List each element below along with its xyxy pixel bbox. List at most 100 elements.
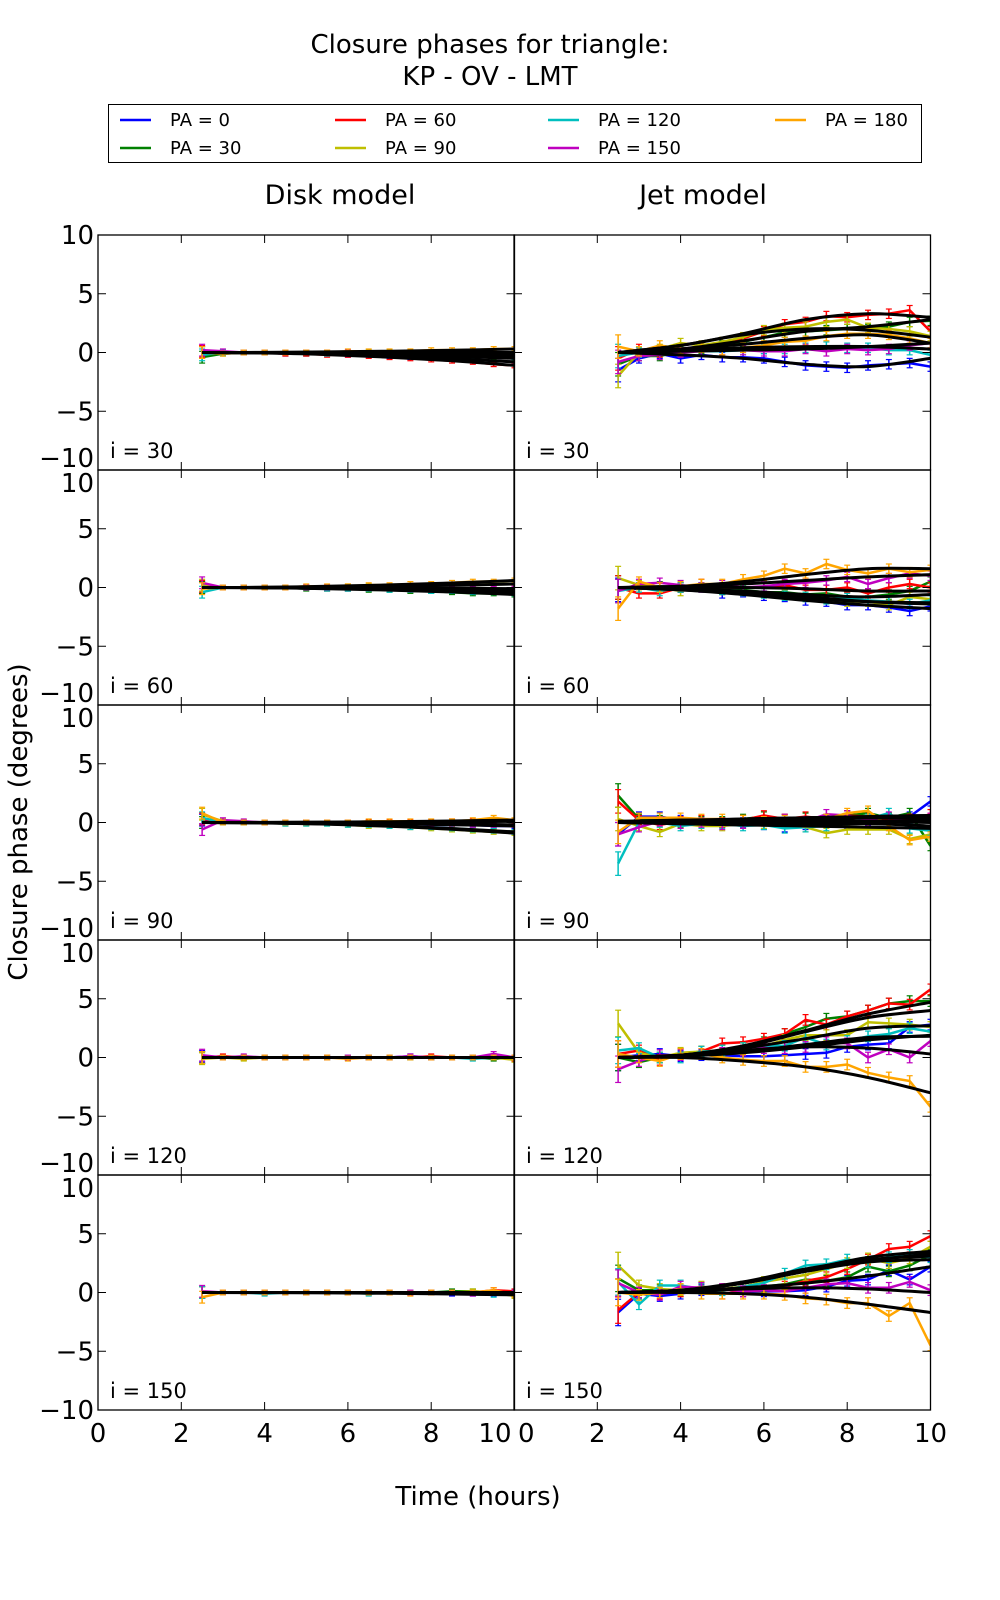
- model-line: [202, 818, 515, 824]
- panel-inclination-label: i = 30: [110, 439, 174, 463]
- y-tick-label: 10: [61, 221, 94, 251]
- legend-label: PA = 0: [170, 110, 230, 131]
- y-tick-label: 0: [77, 1044, 94, 1074]
- panel-disk-i150: 0 2 4 6 8 10 −10 −5 0 5 10 i = 150: [39, 1174, 516, 1449]
- legend: PA = 0 PA = 30 PA = 60 PA = 90 PA = 120 PA = …: [108, 104, 922, 163]
- panel-inclination-label: i = 60: [526, 674, 590, 698]
- y-tick-label: 0: [77, 809, 94, 839]
- panel-inclination-label: i = 90: [526, 909, 590, 933]
- y-tick-label: −5: [56, 867, 94, 897]
- x-tick-label: 2: [173, 1419, 190, 1449]
- y-tick-label: 5: [77, 1220, 94, 1250]
- y-tick-label: 5: [77, 750, 94, 780]
- y-tick-label: 0: [77, 339, 94, 369]
- y-tick-label: −5: [56, 397, 94, 427]
- model-line: [202, 347, 515, 354]
- model-line: [618, 1055, 931, 1095]
- data-line: [617, 1287, 931, 1346]
- panel-inclination-label: i = 30: [526, 439, 590, 463]
- x-tick-label: 10: [914, 1419, 947, 1449]
- y-tick-label: 5: [77, 985, 94, 1015]
- y-tick-label: 5: [77, 280, 94, 310]
- data-line: [617, 572, 931, 593]
- chart-title-line-1: Closure phases for triangle:: [311, 30, 670, 60]
- model-line: [618, 1290, 931, 1314]
- y-tick-label: 10: [61, 469, 94, 499]
- panel-jet-i30: i = 30: [513, 234, 932, 471]
- y-tick-label: −10: [39, 914, 94, 944]
- panel-disk-i60: −10 −5 0 5 10 i = 60: [39, 469, 516, 709]
- plot-area: [615, 1230, 931, 1352]
- column-title-disk: Disk model: [265, 180, 416, 211]
- x-tick-label: 2: [589, 1419, 606, 1449]
- panel-disk-i120: −10 −5 0 5 10 i = 120: [39, 939, 516, 1179]
- y-tick-label: −10: [39, 444, 94, 474]
- plot-area: [199, 806, 515, 837]
- x-tick-label: 6: [340, 1419, 357, 1449]
- plot-area: [199, 1284, 515, 1304]
- panel-jet-i90: i = 90: [513, 704, 932, 941]
- panel-inclination-label: i = 90: [110, 909, 174, 933]
- model-line: [618, 351, 931, 369]
- y-tick-label: −10: [39, 1149, 94, 1179]
- legend-frame: [108, 104, 922, 163]
- y-tick-label: 0: [77, 574, 94, 604]
- legend-label: PA = 60: [385, 110, 456, 131]
- y-tick-label: 5: [77, 515, 94, 545]
- x-tick-label: 8: [423, 1419, 440, 1449]
- y-tick-label: −10: [39, 1396, 94, 1426]
- model-line: [618, 1045, 931, 1059]
- plot-area: [199, 343, 515, 369]
- model-line: [617, 327, 931, 354]
- y-tick-label: 0: [77, 1279, 94, 1309]
- panel-jet-i120: i = 120: [513, 939, 932, 1176]
- data-line: [617, 1245, 931, 1292]
- model-line: [618, 566, 931, 589]
- plot-area: [615, 304, 931, 389]
- x-axis-label: Time (hours): [394, 1482, 560, 1512]
- panel-jet-i150: 0 2 4 6 8 10 i = 150: [513, 1174, 947, 1449]
- model-line: [618, 341, 931, 354]
- x-tick-label: 0: [90, 1419, 107, 1449]
- panel-disk-i30: −10 −5 0 5 10 i = 30: [39, 221, 516, 474]
- model-line: [202, 579, 515, 589]
- x-tick-label: 4: [256, 1419, 273, 1449]
- y-tick-label: −5: [56, 1337, 94, 1367]
- panel-inclination-label: i = 60: [110, 674, 174, 698]
- x-tick-label: 8: [839, 1419, 856, 1449]
- y-tick-label: −5: [56, 1102, 94, 1132]
- legend-label: PA = 90: [385, 138, 456, 159]
- plot-area: [615, 558, 931, 622]
- legend-label: PA = 120: [598, 110, 681, 131]
- y-tick-label: 10: [61, 1174, 94, 1204]
- x-tick-label: 4: [672, 1419, 689, 1449]
- y-tick-label: 10: [61, 939, 94, 969]
- legend-label: PA = 180: [825, 110, 908, 131]
- plot-area: [615, 983, 931, 1113]
- panels: −10 −5 0 5 10 i = 30 i = 30 −10 −5 0 5 10 i = 60 i = …: [39, 221, 947, 1449]
- plot-area: [199, 1048, 515, 1066]
- model-line: [618, 333, 931, 354]
- column-title-jet: Jet model: [637, 180, 767, 211]
- x-tick-label: 6: [756, 1419, 773, 1449]
- x-tick-label: 0: [518, 1419, 535, 1449]
- plot-area: [199, 576, 515, 599]
- panel-jet-i60: i = 60: [513, 469, 932, 706]
- panel-inclination-label: i = 120: [526, 1144, 603, 1168]
- chart-title-line-2: KP - OV - LMT: [402, 62, 577, 92]
- x-tick-label: 10: [478, 1419, 511, 1449]
- legend-label: PA = 150: [598, 138, 681, 159]
- y-tick-label: 10: [61, 704, 94, 734]
- y-tick-label: −10: [39, 679, 94, 709]
- y-axis-label: Closure phase (degrees): [4, 663, 34, 980]
- panel-inclination-label: i = 120: [110, 1144, 187, 1168]
- legend-label: PA = 30: [170, 138, 241, 159]
- y-tick-label: −5: [56, 632, 94, 662]
- panel-disk-i90: −10 −5 0 5 10 i = 90: [39, 704, 516, 944]
- model-line: [618, 586, 931, 606]
- model-line: [618, 818, 931, 824]
- plot-area: [615, 783, 931, 876]
- panel-inclination-label: i = 150: [110, 1379, 187, 1403]
- panel-inclination-label: i = 150: [526, 1379, 603, 1403]
